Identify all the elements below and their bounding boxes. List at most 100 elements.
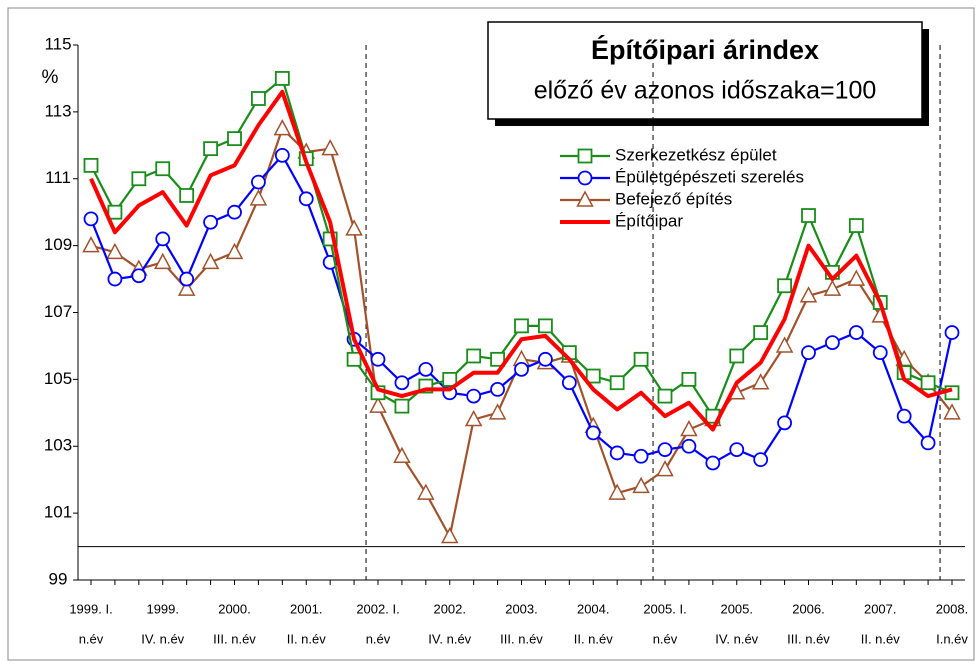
marker xyxy=(274,71,290,86)
x-tick-label: 2006. xyxy=(792,601,825,616)
marker xyxy=(633,351,649,367)
x-tick-label: 2004. xyxy=(577,601,610,616)
marker xyxy=(490,351,505,367)
title-box xyxy=(487,21,923,120)
marker xyxy=(681,438,697,454)
marker xyxy=(777,278,792,294)
marker xyxy=(657,388,673,404)
marker xyxy=(369,396,387,413)
marker xyxy=(920,375,936,391)
marker xyxy=(729,348,745,364)
marker xyxy=(609,375,625,391)
marker xyxy=(585,425,601,441)
y-tick-label: 99 xyxy=(49,569,68,588)
x-tick-label: III. n.év xyxy=(500,631,543,646)
x-tick-label: 2008. xyxy=(936,601,969,616)
series-line xyxy=(89,89,953,432)
y-axis-label: % xyxy=(42,67,59,88)
y-tick-label: 101 xyxy=(44,503,72,522)
marker xyxy=(801,208,816,223)
marker xyxy=(107,271,123,287)
marker xyxy=(179,271,195,287)
legend-label: Épületgépészeti szerelés xyxy=(615,167,804,186)
marker xyxy=(609,445,625,461)
marker xyxy=(83,157,99,173)
x-tick-label: 2005. I. xyxy=(643,601,686,616)
marker xyxy=(944,325,960,340)
chart-title: Építőipari árindex xyxy=(591,34,819,65)
marker xyxy=(823,279,842,296)
x-tick-label: III. n.év xyxy=(213,631,256,646)
marker xyxy=(177,279,196,296)
marker xyxy=(681,371,697,387)
marker xyxy=(251,174,266,190)
marker xyxy=(464,409,483,427)
x-tick-label: IV. n.év xyxy=(141,631,184,646)
marker xyxy=(825,335,840,350)
marker xyxy=(298,191,314,207)
x-tick-label: 2000. xyxy=(218,601,251,616)
marker xyxy=(251,91,266,106)
marker xyxy=(225,242,244,260)
marker xyxy=(561,375,577,391)
marker xyxy=(896,408,912,424)
y-tick-label: 111 xyxy=(45,168,71,187)
marker xyxy=(751,373,770,390)
marker xyxy=(848,218,864,233)
legend-label: Befejező építés xyxy=(615,189,732,208)
x-tick-label: n.év xyxy=(653,631,678,646)
marker xyxy=(227,204,242,220)
marker xyxy=(538,318,553,334)
x-tick-label: IV. n.év xyxy=(428,631,471,646)
marker xyxy=(203,141,218,157)
marker xyxy=(131,268,147,284)
marker xyxy=(514,361,529,377)
marker xyxy=(577,170,593,186)
marker xyxy=(753,452,769,468)
x-tick-label: II. n.év xyxy=(574,631,614,646)
marker xyxy=(848,325,864,340)
marker xyxy=(775,336,794,353)
x-tick-label: I.n.év xyxy=(936,631,968,646)
marker xyxy=(394,375,410,391)
x-tick-label: 1999. I. xyxy=(69,601,112,616)
legend-label: Szerkezetkész épület xyxy=(615,145,777,164)
marker xyxy=(777,415,792,431)
x-tick-label: IV. n.év xyxy=(715,631,758,646)
marker xyxy=(179,188,195,203)
marker xyxy=(872,345,888,361)
marker xyxy=(440,526,459,544)
marker xyxy=(155,231,171,247)
marker xyxy=(321,139,339,156)
marker xyxy=(273,119,292,136)
x-tick-label: 1999. xyxy=(146,601,179,616)
marker xyxy=(418,361,434,377)
marker xyxy=(585,368,601,384)
marker xyxy=(729,442,745,457)
legend-label: Építőipar xyxy=(615,211,683,230)
y-tick-label: 113 xyxy=(44,101,71,120)
x-tick-label: n.év xyxy=(79,631,104,646)
marker xyxy=(608,483,626,500)
marker xyxy=(920,435,936,451)
x-tick-label: 2002. I. xyxy=(356,601,399,616)
marker xyxy=(753,325,769,340)
marker xyxy=(201,252,220,270)
y-tick-label: 105 xyxy=(44,369,72,388)
marker xyxy=(83,211,99,227)
x-tick-label: III. n.év xyxy=(787,631,830,646)
marker xyxy=(633,448,649,464)
marker xyxy=(576,190,594,207)
y-tick-label: 115 xyxy=(44,34,71,53)
x-tick-label: 2003. xyxy=(505,601,538,616)
x-tick-label: II. n.év xyxy=(287,631,327,646)
marker xyxy=(577,148,593,164)
marker xyxy=(106,242,124,260)
marker xyxy=(131,171,147,187)
marker xyxy=(442,371,458,387)
x-tick-label: n.év xyxy=(366,631,391,646)
marker xyxy=(490,382,505,397)
marker xyxy=(705,455,721,471)
x-tick-label: 2007. xyxy=(864,601,897,616)
